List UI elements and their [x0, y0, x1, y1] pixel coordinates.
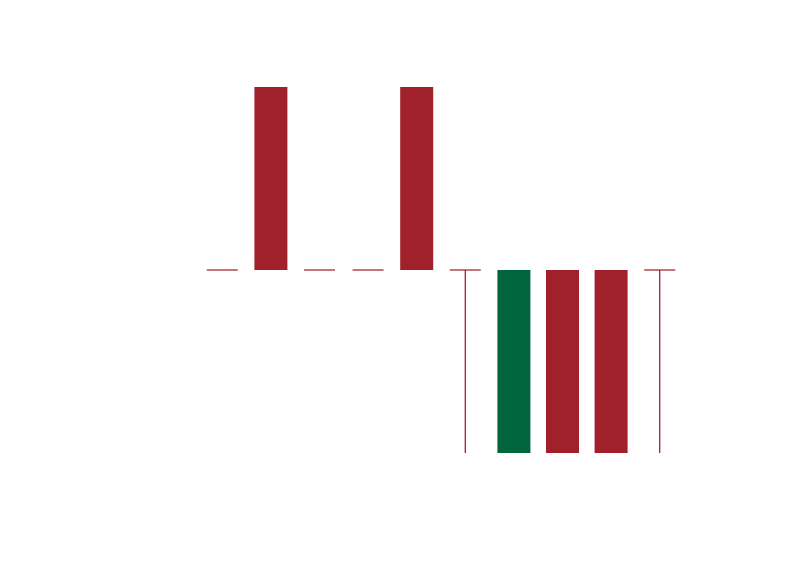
chart-marks	[206, 87, 676, 453]
bar-1	[254, 87, 288, 270]
bar-4	[400, 87, 434, 270]
bar-7	[546, 270, 579, 453]
bar-6	[497, 270, 531, 453]
bar-8	[594, 270, 628, 453]
